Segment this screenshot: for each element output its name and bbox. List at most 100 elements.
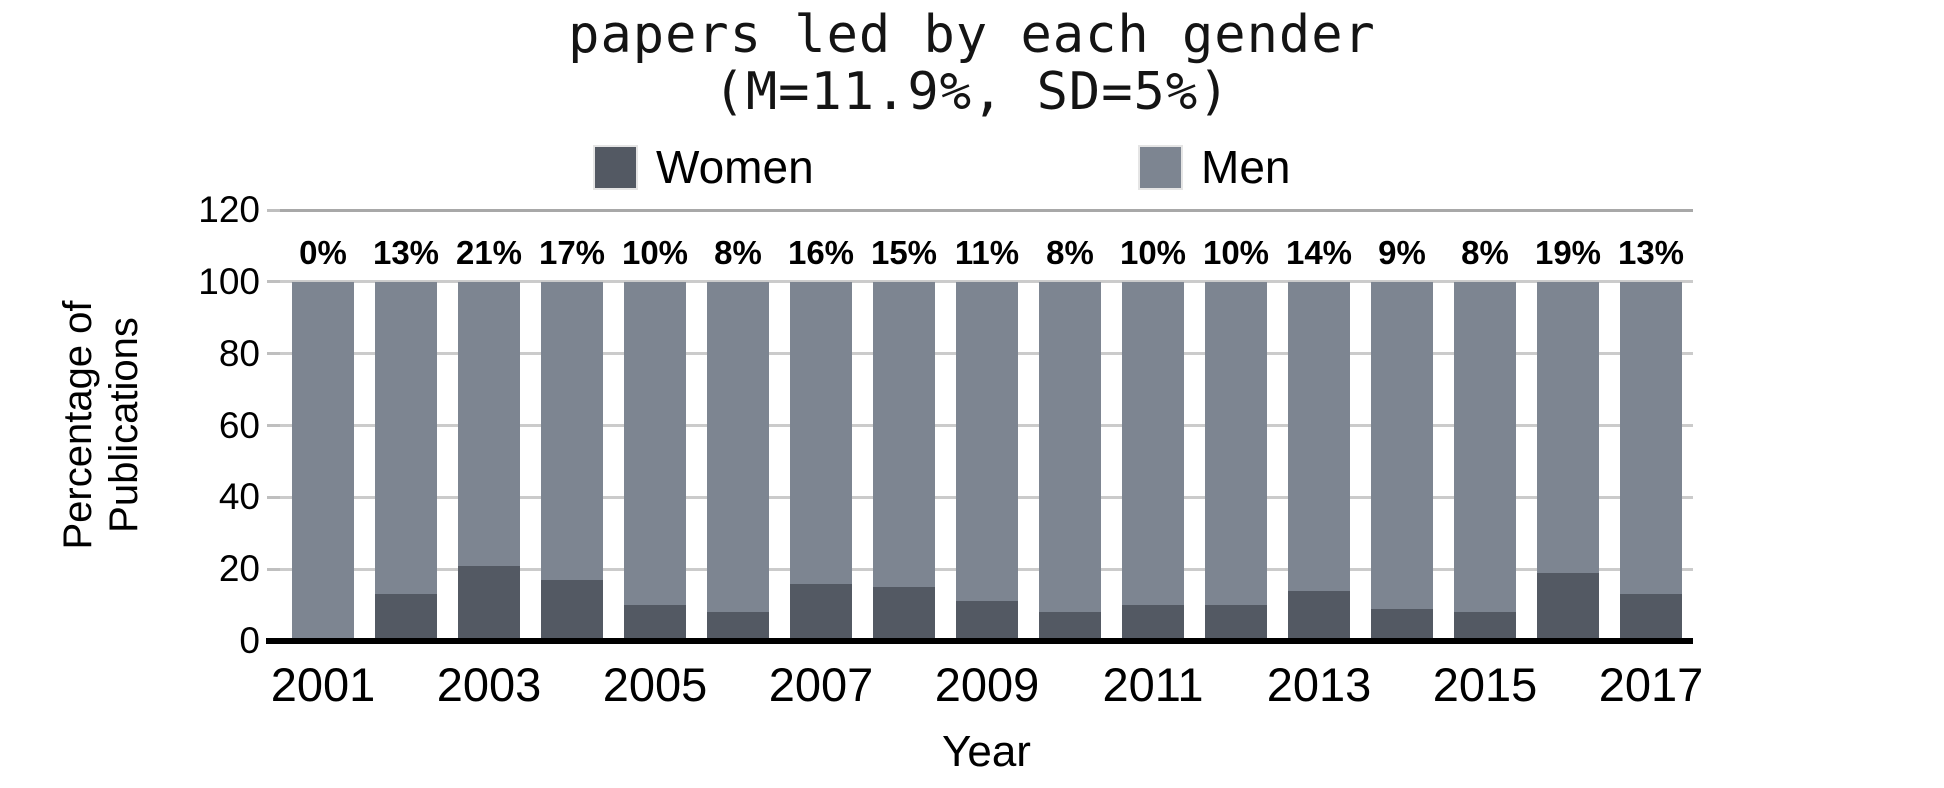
- y-tick-20: [267, 567, 280, 571]
- x-tick-label-2009: 2009: [934, 658, 1040, 711]
- bar-value-label: 16%: [787, 234, 855, 271]
- bar-value-label: 17%: [538, 234, 606, 271]
- bar-2001: [292, 282, 354, 641]
- bar-2009: [956, 282, 1018, 641]
- y-tick-label-60: 60: [218, 404, 260, 446]
- bar-men-segment: [1620, 282, 1682, 594]
- bar-women-segment: [458, 566, 520, 641]
- legend-label-men: Men: [1201, 141, 1291, 193]
- bar-men-segment: [1288, 282, 1350, 591]
- bar-men-segment: [873, 282, 935, 587]
- gridline-100: [280, 280, 1693, 284]
- legend-swatch-women: [593, 144, 638, 190]
- bar-2014: [1371, 282, 1433, 641]
- bar-women-segment: [1371, 609, 1433, 641]
- bar-2008: [873, 282, 935, 641]
- bar-men-segment: [541, 282, 603, 580]
- y-tick-60: [267, 424, 280, 427]
- bar-women-segment: [375, 594, 437, 641]
- bar-2011: [1122, 282, 1184, 641]
- bar-women-segment: [541, 580, 603, 641]
- bar-men-segment: [956, 282, 1018, 601]
- bar-value-label: 8%: [714, 234, 762, 271]
- chart-subtitle: (M=11.9%, SD=5%): [713, 62, 1231, 122]
- bar-2012: [1205, 282, 1267, 641]
- bar-men-segment: [292, 282, 354, 641]
- bar-value-label: 0%: [299, 234, 347, 271]
- bar-men-segment: [1537, 282, 1599, 573]
- legend-swatch-men: [1138, 144, 1183, 190]
- y-tick-40: [267, 495, 280, 499]
- bar-women-segment: [956, 601, 1018, 641]
- y-tick-label-80: 80: [218, 332, 260, 374]
- x-tick-label-2011: 2011: [1102, 658, 1204, 711]
- bar-women-segment: [624, 605, 686, 641]
- y-axis-title-line1: Percentage of: [56, 300, 100, 550]
- bar-value-label: 14%: [1285, 234, 1353, 271]
- x-tick-label-2007: 2007: [768, 658, 874, 711]
- bar-value-label: 15%: [870, 234, 938, 271]
- x-tick-label-2005: 2005: [602, 658, 708, 711]
- bar-2005: [624, 282, 686, 641]
- bar-men-segment: [1454, 282, 1516, 612]
- bar-2006: [707, 282, 769, 641]
- bar-women-segment: [790, 584, 852, 641]
- bar-value-label: 9%: [1378, 234, 1426, 271]
- bar-2007: [790, 282, 852, 641]
- bar-value-label: 13%: [1617, 234, 1685, 271]
- y-tick-120: [267, 208, 280, 212]
- plot-area: Year 0 20 40 60 80 100 120 0% 13% 21% 17% 10% 8% 16% 1…: [198, 189, 1703, 776]
- bar-2010: [1039, 282, 1101, 641]
- bar-value-label: 10%: [1202, 234, 1270, 271]
- bar-women-segment: [873, 587, 935, 641]
- x-axis-title: Year: [942, 727, 1031, 776]
- x-tick-label-2003: 2003: [436, 658, 542, 711]
- bar-value-label: 8%: [1461, 234, 1509, 271]
- bar-men-segment: [624, 282, 686, 605]
- legend-item-men: Men: [1138, 142, 1290, 192]
- bar-value-label: 13%: [372, 234, 440, 271]
- x-tick-label-2017: 2017: [1598, 658, 1704, 711]
- bar-women-segment: [1537, 573, 1599, 641]
- bar-value-label: 8%: [1046, 234, 1094, 271]
- legend-label-women: Women: [656, 141, 814, 193]
- bar-women-segment: [1122, 605, 1184, 641]
- bar-men-segment: [1122, 282, 1184, 605]
- bar-2013: [1288, 282, 1350, 641]
- bar-value-label: 11%: [954, 234, 1020, 271]
- bar-women-segment: [1039, 612, 1101, 641]
- bar-2016: [1537, 282, 1599, 641]
- y-tick-label-0: 0: [239, 620, 260, 661]
- x-tick-label-2015: 2015: [1432, 658, 1538, 711]
- bar-2015: [1454, 282, 1516, 641]
- x-axis-line: [266, 638, 1693, 644]
- bar-2017: [1620, 282, 1682, 641]
- x-tick-label-2001: 2001: [270, 658, 376, 711]
- x-tick-label-2013: 2013: [1266, 658, 1372, 711]
- bar-2002: [375, 282, 437, 641]
- bar-women-segment: [1288, 591, 1350, 641]
- bar-women-segment: [1620, 594, 1682, 641]
- bar-men-segment: [1039, 282, 1101, 612]
- y-tick-100: [267, 280, 280, 284]
- y-tick-label-100: 100: [198, 260, 260, 302]
- y-tick-80: [267, 352, 280, 356]
- legend-item-women: Women: [593, 142, 814, 192]
- bar-men-segment: [707, 282, 769, 612]
- chart-title: papers led by each gender: [568, 5, 1376, 65]
- bar-men-segment: [1371, 282, 1433, 609]
- bar-women-segment: [707, 612, 769, 641]
- bar-value-label: 10%: [621, 234, 689, 271]
- bar-men-segment: [1205, 282, 1267, 605]
- bar-value-label: 10%: [1119, 234, 1187, 271]
- bar-men-segment: [375, 282, 437, 594]
- bar-men-segment: [458, 282, 520, 566]
- y-tick-label-120: 120: [198, 189, 260, 230]
- y-tick-label-20: 20: [218, 548, 260, 590]
- bar-2003: [458, 282, 520, 641]
- bar-women-segment: [1205, 605, 1267, 641]
- bar-value-label: 21%: [455, 234, 523, 271]
- gridline-120: [280, 208, 1693, 212]
- bar-women-segment: [1454, 612, 1516, 641]
